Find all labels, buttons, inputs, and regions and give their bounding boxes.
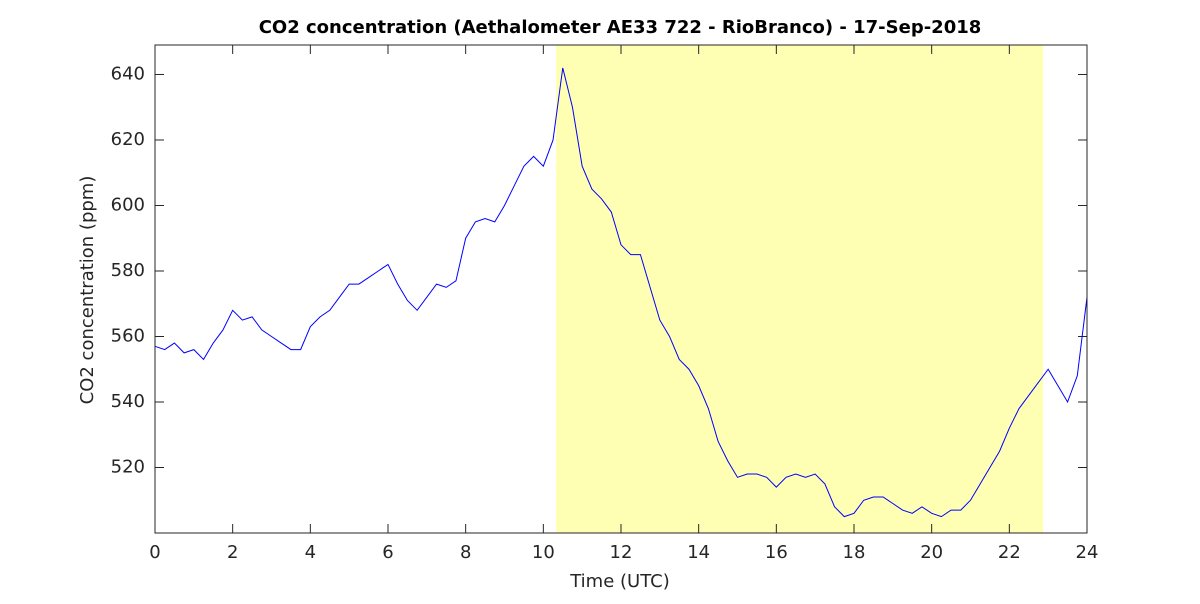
shaded-region: [556, 45, 1044, 533]
y-tick-label: 640: [111, 63, 145, 84]
y-tick-label: 560: [111, 325, 145, 346]
y-tick-label: 520: [111, 456, 145, 477]
plot-box: [154, 44, 1088, 534]
x-tick-label: 22: [998, 542, 1021, 563]
x-tick-label: 2: [227, 542, 238, 563]
y-tick-label: 620: [111, 129, 145, 150]
y-tick-label: 540: [111, 391, 145, 412]
x-tick-label: 12: [610, 542, 633, 563]
y-tick-label: 600: [111, 194, 145, 215]
x-tick-label: 18: [843, 542, 866, 563]
x-tick-label: 16: [765, 542, 788, 563]
x-axis-label: Time (UTC): [569, 571, 670, 592]
x-tick-label: 0: [149, 542, 160, 563]
x-tick-label: 6: [382, 542, 393, 563]
x-tick-label: 24: [1076, 542, 1099, 563]
x-tick-label: 14: [687, 542, 710, 563]
x-tick-label: 8: [460, 542, 471, 563]
x-tick-label: 4: [305, 542, 316, 563]
chart-title: CO2 concentration (Aethalometer AE33 722…: [259, 17, 982, 38]
data-line: [154, 67, 1088, 518]
y-axis-label: CO2 concentration (ppm): [77, 176, 98, 405]
x-tick-label: 20: [920, 542, 943, 563]
x-tick-label: 10: [532, 542, 555, 563]
y-tick-label: 580: [111, 260, 145, 281]
